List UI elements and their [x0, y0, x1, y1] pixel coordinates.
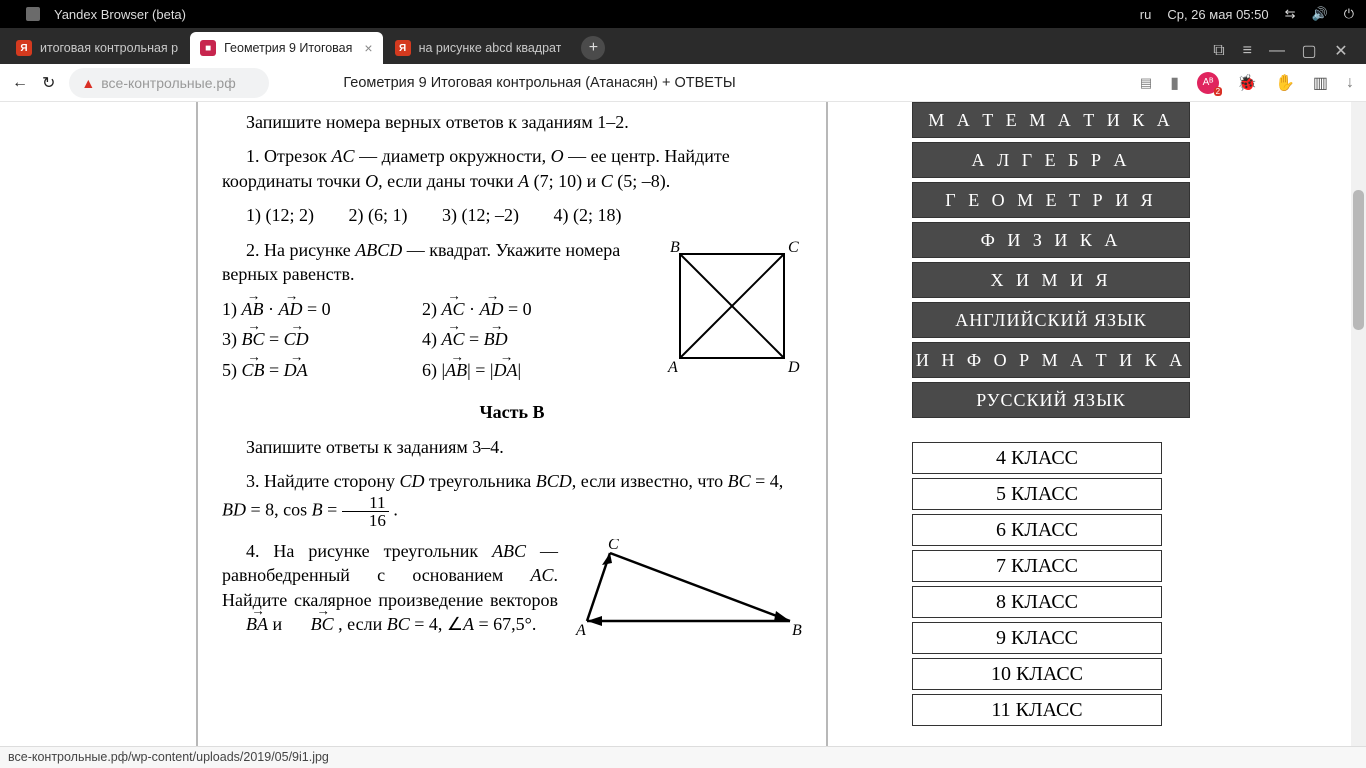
subject-button[interactable]: Г Е О М Е Т Р И Я [912, 182, 1190, 218]
sync-icon[interactable]: ⇆ [1285, 6, 1296, 22]
page-title: Геометрия 9 Итоговая контрольная (Атанас… [343, 75, 735, 91]
window-close-icon[interactable]: ✕ [1334, 44, 1348, 58]
page-viewport: Запишите номера верных ответов к задания… [0, 102, 1366, 746]
downloads-icon[interactable]: ↓ [1346, 74, 1354, 92]
browser-tab-active[interactable]: ■ Геометрия 9 Итоговая × [190, 32, 382, 64]
reader-icon[interactable]: ▤ [1140, 75, 1152, 91]
subject-button[interactable]: АНГЛИЙСКИЙ ЯЗЫК [912, 302, 1190, 338]
main-content: Запишите номера верных ответов к задания… [198, 102, 828, 746]
grade-button[interactable]: 9 КЛАСС [912, 622, 1162, 654]
grade-button[interactable]: 11 КЛАСС [912, 694, 1162, 726]
tab-title: итоговая контрольная р [40, 41, 178, 55]
task-2-options: 1) AB · AD = 0 2) AC · AD = 0 3) BC = CD… [222, 297, 650, 382]
svg-text:C: C [788, 239, 799, 256]
grade-button[interactable]: 10 КЛАСС [912, 658, 1162, 690]
svg-text:B: B [670, 239, 680, 256]
volume-icon[interactable]: 🔊 [1312, 6, 1328, 22]
svg-text:C: C [608, 539, 619, 553]
new-tab-button[interactable]: + [581, 36, 605, 60]
bookmark-icon[interactable]: ▮ [1170, 73, 1179, 93]
tab-title: на рисунке abcd квадрат [419, 41, 562, 55]
security-warning-icon[interactable]: ▲ [81, 75, 95, 91]
svg-text:D: D [787, 359, 800, 376]
tab-favicon: Я [16, 40, 32, 56]
browser-tab[interactable]: Я на рисунке abcd квадрат [385, 32, 572, 64]
app-menu-icon[interactable] [26, 7, 40, 21]
page-scrollbar[interactable] [1351, 102, 1366, 746]
extensions-icon[interactable]: ▥ [1313, 73, 1328, 93]
extension-badge-icon[interactable]: Aᴮ2 [1197, 72, 1219, 94]
tab-favicon: Я [395, 40, 411, 56]
square-figure: B C A D [662, 238, 802, 388]
status-bar: все-контрольные.рф/wp-content/uploads/20… [0, 746, 1366, 768]
input-lang-indicator[interactable]: ru [1140, 7, 1152, 22]
browser-tab[interactable]: Я итоговая контрольная р [6, 32, 188, 64]
subject-list: М А Т Е М А Т И К А А Л Г Е Б Р А Г Е О М … [912, 102, 1346, 418]
task-4: 4. На рисунке треугольник ABC — равнобед… [222, 539, 558, 637]
clock[interactable]: Ср, 26 мая 05:50 [1167, 7, 1268, 22]
tab-title: Геометрия 9 Итоговая [224, 41, 352, 55]
scrollbar-thumb[interactable] [1353, 190, 1364, 330]
subject-button[interactable]: Ф И З И К А [912, 222, 1190, 258]
subject-button[interactable]: А Л Г Е Б Р А [912, 142, 1190, 178]
grade-button[interactable]: 8 КЛАСС [912, 586, 1162, 618]
browser-tabbar: Я итоговая контрольная р ■ Геометрия 9 И… [0, 28, 1366, 64]
grade-button[interactable]: 5 КЛАСС [912, 478, 1162, 510]
os-menubar: Yandex Browser (beta) ru Ср, 26 мая 05:5… [0, 0, 1366, 28]
tab-favicon: ■ [200, 40, 216, 56]
part-b-heading: Часть B [222, 400, 802, 424]
address-bar[interactable]: ▲ все-контрольные.рф [69, 68, 269, 98]
menu-icon[interactable]: ≡ [1243, 42, 1252, 60]
triangle-figure: A C B [572, 539, 802, 645]
svg-text:B: B [792, 622, 802, 639]
task-1: 1. Отрезок AC — диаметр окружности, O — … [222, 144, 802, 193]
back-button[interactable]: ← [12, 74, 28, 92]
window-maximize-icon[interactable]: ▢ [1302, 44, 1316, 58]
instruction-1: Запишите номера верных ответов к задания… [222, 110, 802, 134]
instruction-2: Запишите ответы к заданиям 3–4. [222, 435, 802, 459]
task-1-options: 1) (12; 2) 2) (6; 1) 3) (12; –2) 4) (2; … [222, 203, 802, 227]
left-gutter [0, 102, 198, 746]
app-name[interactable]: Yandex Browser (beta) [54, 7, 186, 22]
subject-button[interactable]: РУССКИЙ ЯЗЫК [912, 382, 1190, 418]
grade-list: 4 КЛАСС 5 КЛАСС 6 КЛАСС 7 КЛАСС 8 КЛАСС 9 КЛА… [912, 442, 1346, 726]
subject-button[interactable]: И Н Ф О Р М А Т И К А [912, 342, 1190, 378]
right-sidebar: М А Т Е М А Т И К А А Л Г Е Б Р А Г Е О М … [828, 102, 1366, 746]
grade-button[interactable]: 6 КЛАСС [912, 514, 1162, 546]
tab-close-icon[interactable]: × [364, 40, 372, 56]
reload-button[interactable]: ↻ [42, 73, 55, 93]
power-icon[interactable]: ⏻ [1344, 6, 1354, 22]
subject-button[interactable]: Х И М И Я [912, 262, 1190, 298]
ladybug-icon[interactable]: 🐞 [1237, 73, 1257, 93]
hand-icon[interactable]: ✋ [1275, 73, 1295, 93]
subject-button[interactable]: М А Т Е М А Т И К А [912, 102, 1190, 138]
grade-button[interactable]: 4 КЛАСС [912, 442, 1162, 474]
url-text: все-контрольные.рф [101, 75, 235, 91]
panel-icon[interactable]: ⧉ [1213, 42, 1224, 60]
svg-text:A: A [575, 622, 586, 639]
task-3: 3. Найдите сторону CD треугольника BCD, … [222, 469, 802, 529]
svg-text:A: A [667, 359, 678, 376]
grade-button[interactable]: 7 КЛАСС [912, 550, 1162, 582]
window-minimize-icon[interactable]: — [1270, 44, 1284, 58]
task-2: 2. На рисунке ABCD — квадрат. Укажите но… [222, 238, 650, 287]
browser-toolbar: ← ↻ ▲ все-контрольные.рф Геометрия 9 Ито… [0, 64, 1366, 102]
